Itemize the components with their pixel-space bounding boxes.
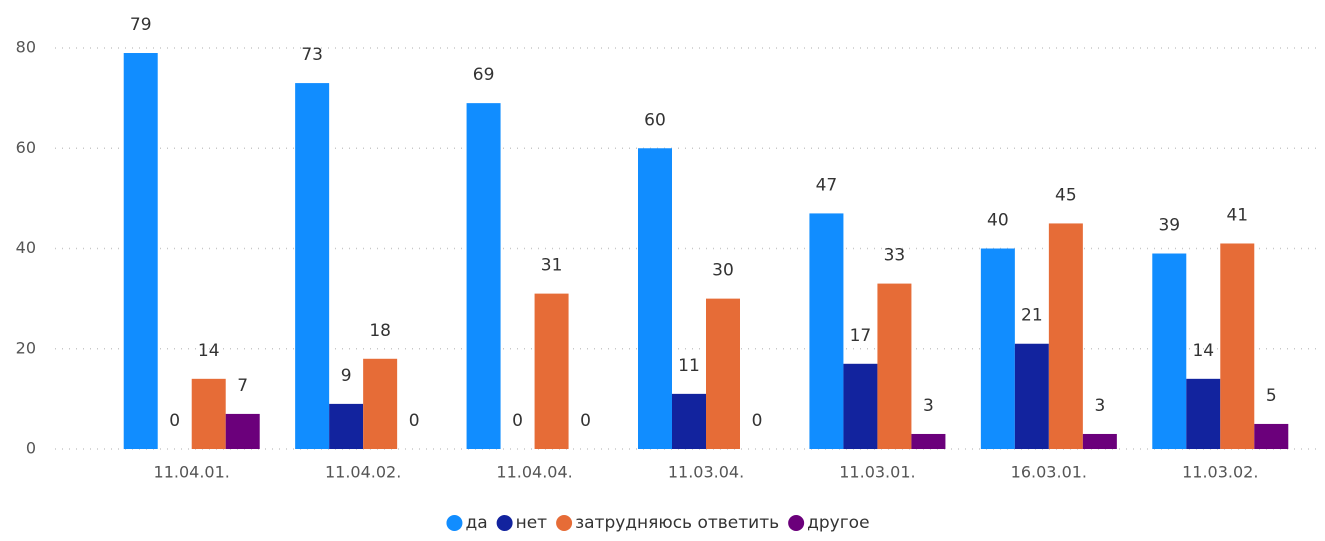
x-tick-label: 16.03.01. [1011,463,1087,482]
y-tick-label: 40 [16,238,36,257]
bar [877,283,912,449]
data-label: 31 [541,256,563,276]
legend-label: да [465,513,487,533]
bar [1220,243,1255,449]
data-label: 79 [130,15,152,35]
bar [123,53,158,449]
x-tick-label: 11.03.04. [668,463,744,482]
x-tick-label: 11.03.02. [1182,463,1258,482]
y-tick-label: 20 [16,338,36,357]
legend-label: другое [807,513,869,533]
x-tick-label: 11.04.04. [496,463,572,482]
bar [1186,378,1221,449]
bar [1014,343,1049,449]
bar [363,358,398,449]
legend-label: затрудняюсь ответить [575,513,779,533]
data-label: 0 [752,411,763,431]
bar [1082,433,1117,449]
data-label: 14 [198,341,220,361]
data-label: 60 [644,110,666,130]
bar [225,413,260,449]
x-tick-label: 11.04.02. [325,463,401,482]
data-label: 47 [816,175,838,195]
bar [980,248,1015,449]
bar [1254,423,1289,449]
bar [911,433,946,449]
data-label: 21 [1021,306,1043,326]
data-label: 0 [580,411,591,431]
bar [1152,253,1187,449]
data-label: 30 [712,261,734,281]
bar [534,293,569,449]
data-label: 14 [1192,341,1214,361]
y-tick-label: 0 [26,439,36,458]
bar [329,403,364,449]
data-label: 40 [987,211,1009,231]
data-label: 0 [409,411,420,431]
data-label: 33 [884,246,906,266]
x-tick-label: 11.04.01. [154,463,230,482]
data-label: 0 [512,411,523,431]
bar [1048,223,1083,449]
data-label: 39 [1158,216,1180,236]
bar [638,148,672,449]
bar [191,378,226,449]
legend-label: нет [516,513,548,533]
bar [809,213,844,449]
legend-marker [496,515,513,531]
data-label: 3 [1094,396,1105,416]
data-label: 41 [1226,205,1248,225]
data-label: 9 [341,366,352,386]
data-label: 7 [237,376,248,396]
bar [843,363,878,449]
data-label: 45 [1055,185,1077,205]
data-label: 73 [301,45,323,65]
bar [672,393,706,449]
data-label: 0 [169,411,180,431]
bar [706,298,740,449]
legend-marker [556,515,573,531]
data-label: 3 [923,396,934,416]
y-tick-label: 60 [16,138,36,157]
data-label: 11 [678,356,700,376]
legend-marker [446,515,463,531]
data-label: 69 [473,65,495,85]
data-label: 18 [369,321,391,341]
data-label: 5 [1266,386,1277,406]
bar [466,103,501,449]
y-tick-label: 80 [16,38,36,57]
bar [295,83,330,450]
data-label: 17 [850,326,872,346]
x-tick-label: 11.03.01. [839,463,915,482]
legend-marker [788,515,805,531]
